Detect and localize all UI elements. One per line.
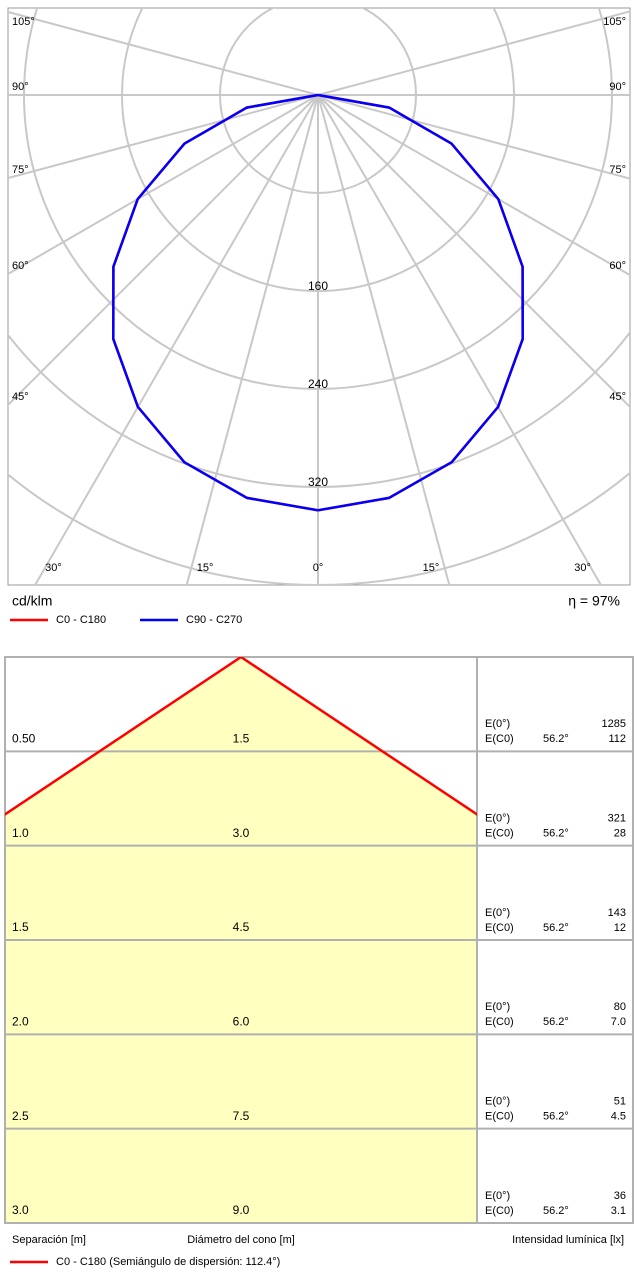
e0-value: 321: [608, 813, 626, 825]
ec0-label: E(C0): [485, 1111, 514, 1123]
ec0-label: E(C0): [485, 828, 514, 840]
cone-diagram: 0.50 1.5 E(0°) 1285 E(C0) 56.2° 112 1.0 3.0 E(0°)…: [4, 656, 634, 1268]
diameter: 3.0: [233, 826, 250, 840]
angle-label: 45°: [609, 391, 626, 403]
ec0-label: E(C0): [485, 1205, 514, 1217]
grid-spoke: [317, 10, 630, 96]
angle-label: 30°: [574, 562, 591, 574]
separation: 2.0: [12, 1015, 29, 1029]
grid-spoke: [8, 10, 319, 96]
separation: 2.5: [12, 1109, 29, 1123]
angle-label: 45°: [12, 391, 29, 403]
ec0-value: 12: [614, 922, 626, 934]
separation: 1.5: [12, 920, 29, 934]
intensity-curve: [112, 93, 319, 512]
ec0-angle: 56.2°: [543, 922, 569, 934]
ec0-value: 112: [608, 733, 626, 745]
separation: 1.0: [12, 826, 29, 840]
efficiency: η = 97%: [568, 593, 620, 609]
grid-spoke: [317, 94, 603, 585]
unit-label: cd/klm: [12, 593, 52, 609]
separation: 3.0: [12, 1203, 29, 1217]
legend-label: C0 - C180 (Semiángulo de dispersión: 112…: [56, 1256, 280, 1268]
column-label: Separación [m]: [12, 1234, 86, 1246]
angle-label: 15°: [423, 562, 440, 574]
column-label: Diámetro del cono [m]: [187, 1234, 295, 1246]
e0-value: 51: [614, 1096, 626, 1108]
grid-spoke: [317, 94, 451, 585]
grid-spoke: [317, 94, 630, 277]
e0-value: 1285: [602, 718, 626, 730]
table-frame: [4, 656, 634, 1224]
ec0-value: 4.5: [611, 1111, 626, 1123]
diameter: 6.0: [233, 1015, 250, 1029]
e0-label: E(0°): [485, 1096, 510, 1108]
ec0-angle: 56.2°: [543, 1016, 569, 1028]
ec0-value: 28: [614, 828, 626, 840]
angle-label: 105°: [12, 16, 35, 28]
column-label: Intensidad lumínica [lx]: [512, 1234, 624, 1246]
angle-label: 90°: [12, 81, 29, 93]
ec0-angle: 56.2°: [543, 1111, 569, 1123]
ec0-label: E(C0): [485, 1016, 514, 1028]
legend-label: C90 - C270: [186, 614, 242, 626]
e0-value: 80: [614, 1001, 626, 1013]
e0-label: E(0°): [485, 718, 510, 730]
e0-label: E(0°): [485, 907, 510, 919]
e0-label: E(0°): [485, 813, 510, 825]
angle-label: 60°: [609, 260, 626, 272]
ec0-value: 7.0: [611, 1016, 626, 1028]
diameter: 4.5: [233, 920, 250, 934]
ec0-value: 3.1: [611, 1205, 626, 1217]
angle-label: 75°: [609, 164, 626, 176]
ec0-angle: 56.2°: [543, 733, 569, 745]
legend-label: C0 - C180: [56, 614, 106, 626]
r-tick-label: 320: [308, 475, 328, 489]
ec0-label: E(C0): [485, 733, 514, 745]
angle-label: 15°: [197, 562, 214, 574]
r-tick-label: 240: [308, 377, 328, 391]
angle-label: 90°: [609, 81, 626, 93]
intensity-curve: [317, 93, 524, 512]
separation: 0.50: [12, 732, 36, 746]
grid-spoke: [8, 94, 319, 276]
e0-value: 36: [614, 1190, 626, 1202]
angle-label: 105°: [603, 16, 626, 28]
angle-label: 0°: [313, 562, 324, 574]
ec0-label: E(C0): [485, 922, 514, 934]
diameter: 1.5: [233, 732, 250, 746]
grid-spoke: [8, 94, 319, 407]
e0-label: E(0°): [485, 1190, 510, 1202]
r-tick-label: 160: [308, 279, 328, 293]
ec0-angle: 56.2°: [543, 1205, 569, 1217]
angle-label: 30°: [45, 562, 62, 574]
polar-grid: [8, 8, 630, 585]
grid-spoke: [33, 94, 319, 585]
diameter: 7.5: [233, 1109, 250, 1123]
e0-value: 143: [608, 907, 626, 919]
grid-spoke: [317, 94, 630, 409]
angle-label: 60°: [12, 260, 29, 272]
grid-spoke: [185, 94, 319, 585]
angle-label: 75°: [12, 164, 29, 176]
e0-label: E(0°): [485, 1001, 510, 1013]
ec0-angle: 56.2°: [543, 828, 569, 840]
diameter: 9.0: [233, 1203, 250, 1217]
